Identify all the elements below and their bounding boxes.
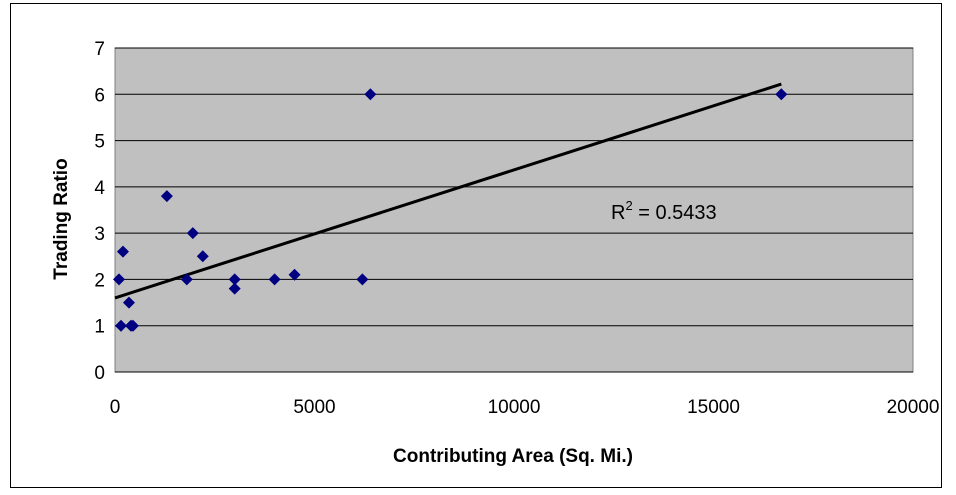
x-tick-label: 0 bbox=[110, 397, 121, 418]
plot-area bbox=[114, 47, 914, 373]
data-point bbox=[114, 319, 127, 332]
y-tick-label: 1 bbox=[94, 317, 105, 338]
y-tick-label: 3 bbox=[94, 224, 105, 245]
data-point bbox=[364, 88, 377, 101]
data-point bbox=[122, 296, 135, 309]
data-point bbox=[180, 273, 193, 286]
y-tick-label: 5 bbox=[94, 132, 105, 153]
data-point bbox=[228, 273, 241, 286]
x-axis-title: Contributing Area (Sq. Mi.) bbox=[393, 446, 633, 467]
data-point bbox=[356, 273, 369, 286]
r-squared-superscript: 2 bbox=[625, 198, 632, 213]
r-squared-annotation: R2 = 0.5433 bbox=[611, 198, 717, 224]
r-squared-r: R bbox=[611, 202, 625, 224]
y-tick-label: 0 bbox=[94, 363, 105, 384]
y-tick-label: 7 bbox=[94, 39, 105, 60]
y-axis-title: Trading Ratio bbox=[51, 158, 72, 279]
data-point bbox=[126, 319, 139, 332]
x-tick-label: 15000 bbox=[687, 397, 740, 418]
x-tick-label: 10000 bbox=[488, 397, 541, 418]
x-tick-label: 20000 bbox=[887, 397, 940, 418]
data-point bbox=[186, 227, 199, 240]
data-point bbox=[228, 282, 241, 295]
data-points bbox=[112, 88, 788, 332]
y-tick-label: 4 bbox=[94, 178, 105, 199]
data-point bbox=[268, 273, 281, 286]
data-point bbox=[116, 245, 129, 258]
data-point bbox=[775, 88, 788, 101]
data-point bbox=[288, 268, 301, 281]
y-tick-label: 6 bbox=[94, 85, 105, 106]
y-tick-labels: 0 1 2 3 4 5 6 7 bbox=[94, 39, 105, 384]
data-point bbox=[196, 250, 209, 263]
y-tick-label: 2 bbox=[94, 270, 105, 291]
x-tick-label: 5000 bbox=[293, 397, 335, 418]
x-tick-labels: 0 5000 10000 15000 20000 bbox=[110, 397, 940, 418]
data-point bbox=[160, 190, 173, 203]
r-squared-value: = 0.5433 bbox=[633, 202, 717, 224]
data-point bbox=[112, 273, 125, 286]
trendline bbox=[114, 82, 782, 300]
